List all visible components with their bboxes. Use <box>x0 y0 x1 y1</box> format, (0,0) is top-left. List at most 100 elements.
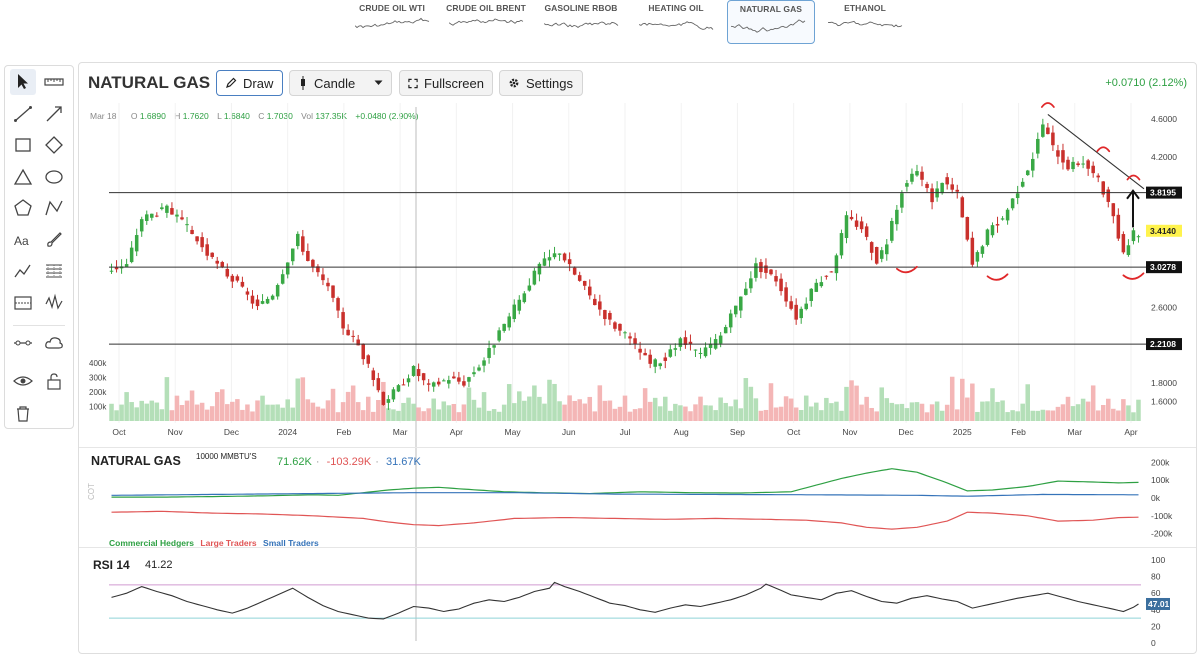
candle-body <box>351 335 355 337</box>
volume-bar <box>451 403 457 421</box>
fib-icon <box>46 264 62 278</box>
ticker-natural-gas[interactable]: NATURAL GAS <box>727 0 815 44</box>
volume-bar <box>738 408 744 421</box>
settings-label: Settings <box>526 75 573 91</box>
candle-body <box>341 312 345 329</box>
candle-body <box>316 266 320 273</box>
brush-tool[interactable] <box>41 227 67 253</box>
volume-bar <box>874 411 879 421</box>
volume-bar <box>929 404 935 421</box>
polygon-tool[interactable] <box>10 195 36 221</box>
text-tool[interactable]: Aa <box>10 227 36 253</box>
x-tick-label: 2025 <box>953 427 972 437</box>
volume-bar <box>939 410 945 421</box>
ruler-tool[interactable] <box>41 69 67 95</box>
ticker-heating-oil[interactable]: HEATING OIL <box>636 0 716 44</box>
cloud-tool[interactable] <box>41 330 67 356</box>
candle-body <box>779 278 783 292</box>
volume-bar <box>1095 410 1101 421</box>
candle-body <box>301 236 305 252</box>
candle-body <box>1126 245 1131 255</box>
volume-bar <box>803 395 809 421</box>
marker-drawing <box>896 265 918 274</box>
x-tick-label: Feb <box>337 427 352 437</box>
polyline-tool[interactable] <box>10 258 36 284</box>
candle-body <box>653 359 657 367</box>
path-tool[interactable] <box>41 195 67 221</box>
volume-bar <box>537 396 542 421</box>
ticker-crude-oil-brent[interactable]: CRUDE OIL BRENT <box>446 0 526 44</box>
sparkline <box>544 21 619 28</box>
candle-body <box>643 352 647 356</box>
settings-button[interactable]: Settings <box>499 70 583 96</box>
fullscreen-button[interactable]: Fullscreen <box>399 70 493 96</box>
ticker-ethanol[interactable]: ETHANOL <box>825 0 905 44</box>
x-tick-label: Dec <box>899 427 915 437</box>
volume-bar <box>476 407 482 421</box>
pattern-tool[interactable] <box>41 290 67 316</box>
volume-bar <box>1065 396 1071 421</box>
ohlc-c-label: C <box>258 111 265 121</box>
lock-tool[interactable] <box>41 368 67 394</box>
cursor-tool[interactable] <box>10 69 36 95</box>
rectangle-tool[interactable] <box>10 132 36 158</box>
volume-bar <box>924 412 930 421</box>
rotated-rectangle-tool[interactable] <box>41 132 67 158</box>
candle-body <box>1086 160 1090 169</box>
candle-body <box>769 269 773 275</box>
trash-tool[interactable] <box>10 400 36 426</box>
ticker-gasoline-rbob[interactable]: GASOLINE RBOB <box>541 0 621 44</box>
ticker-crude-oil-wti[interactable]: CRUDE OIL WTI <box>352 0 432 44</box>
candle-body <box>1015 193 1020 199</box>
candle-body <box>165 205 169 213</box>
eye-tool[interactable] <box>10 368 36 394</box>
candle-body <box>930 188 934 203</box>
volume-bar <box>1000 400 1005 421</box>
candle-body <box>346 329 350 336</box>
volume-bar <box>240 409 245 421</box>
candle-dropdown[interactable]: Candle <box>289 70 392 96</box>
cot-side-label: COT <box>87 483 96 500</box>
y-tick-label: 4.2000 <box>1151 152 1177 162</box>
sparkline-path <box>449 18 524 26</box>
candle-body <box>225 268 230 277</box>
ellipse-tool[interactable] <box>41 164 67 190</box>
candle-body <box>109 270 114 272</box>
volume-bar <box>194 404 200 421</box>
fib-tool[interactable] <box>41 258 67 284</box>
y-tick-label: 4.6000 <box>1151 114 1177 124</box>
link-tool[interactable] <box>10 330 36 356</box>
legend-large: Large Traders <box>200 538 257 548</box>
candle-body <box>1106 189 1111 202</box>
volume-bar <box>944 404 950 421</box>
draw-button[interactable]: Draw <box>216 70 283 96</box>
candle-body <box>170 208 174 215</box>
cot-series-line <box>111 492 1139 497</box>
candle-body <box>547 257 552 261</box>
candle-icon <box>301 76 305 90</box>
volume-bar <box>1126 405 1131 421</box>
line-tool[interactable] <box>10 101 36 127</box>
candle-label: Candle <box>314 75 356 91</box>
arrow-tool[interactable] <box>41 101 67 127</box>
ticker-label: ETHANOL <box>844 3 886 13</box>
volume-bar <box>456 412 462 421</box>
range-tool[interactable] <box>10 290 36 316</box>
triangle-tool[interactable] <box>10 164 36 190</box>
volume-bar <box>119 404 124 421</box>
volume-bar <box>345 391 351 421</box>
volume-bar <box>778 406 784 421</box>
chart-canvas[interactable]: Oct Nov Dec 2024 Feb Mar Apr May Jun Jul Aug Sep Oct… <box>79 63 1196 653</box>
candle-body <box>507 316 511 328</box>
volume-bar <box>683 406 688 421</box>
candle-body <box>114 267 119 270</box>
candle-body <box>331 285 335 298</box>
volume-bar <box>985 401 990 421</box>
candle-body <box>386 399 391 403</box>
volume-bar <box>391 409 396 421</box>
candle-body <box>1111 203 1116 217</box>
volume-bar <box>265 404 270 421</box>
ohlc-h-label: H <box>174 111 181 121</box>
volume-bar <box>617 406 623 421</box>
candle-body <box>1025 170 1030 176</box>
